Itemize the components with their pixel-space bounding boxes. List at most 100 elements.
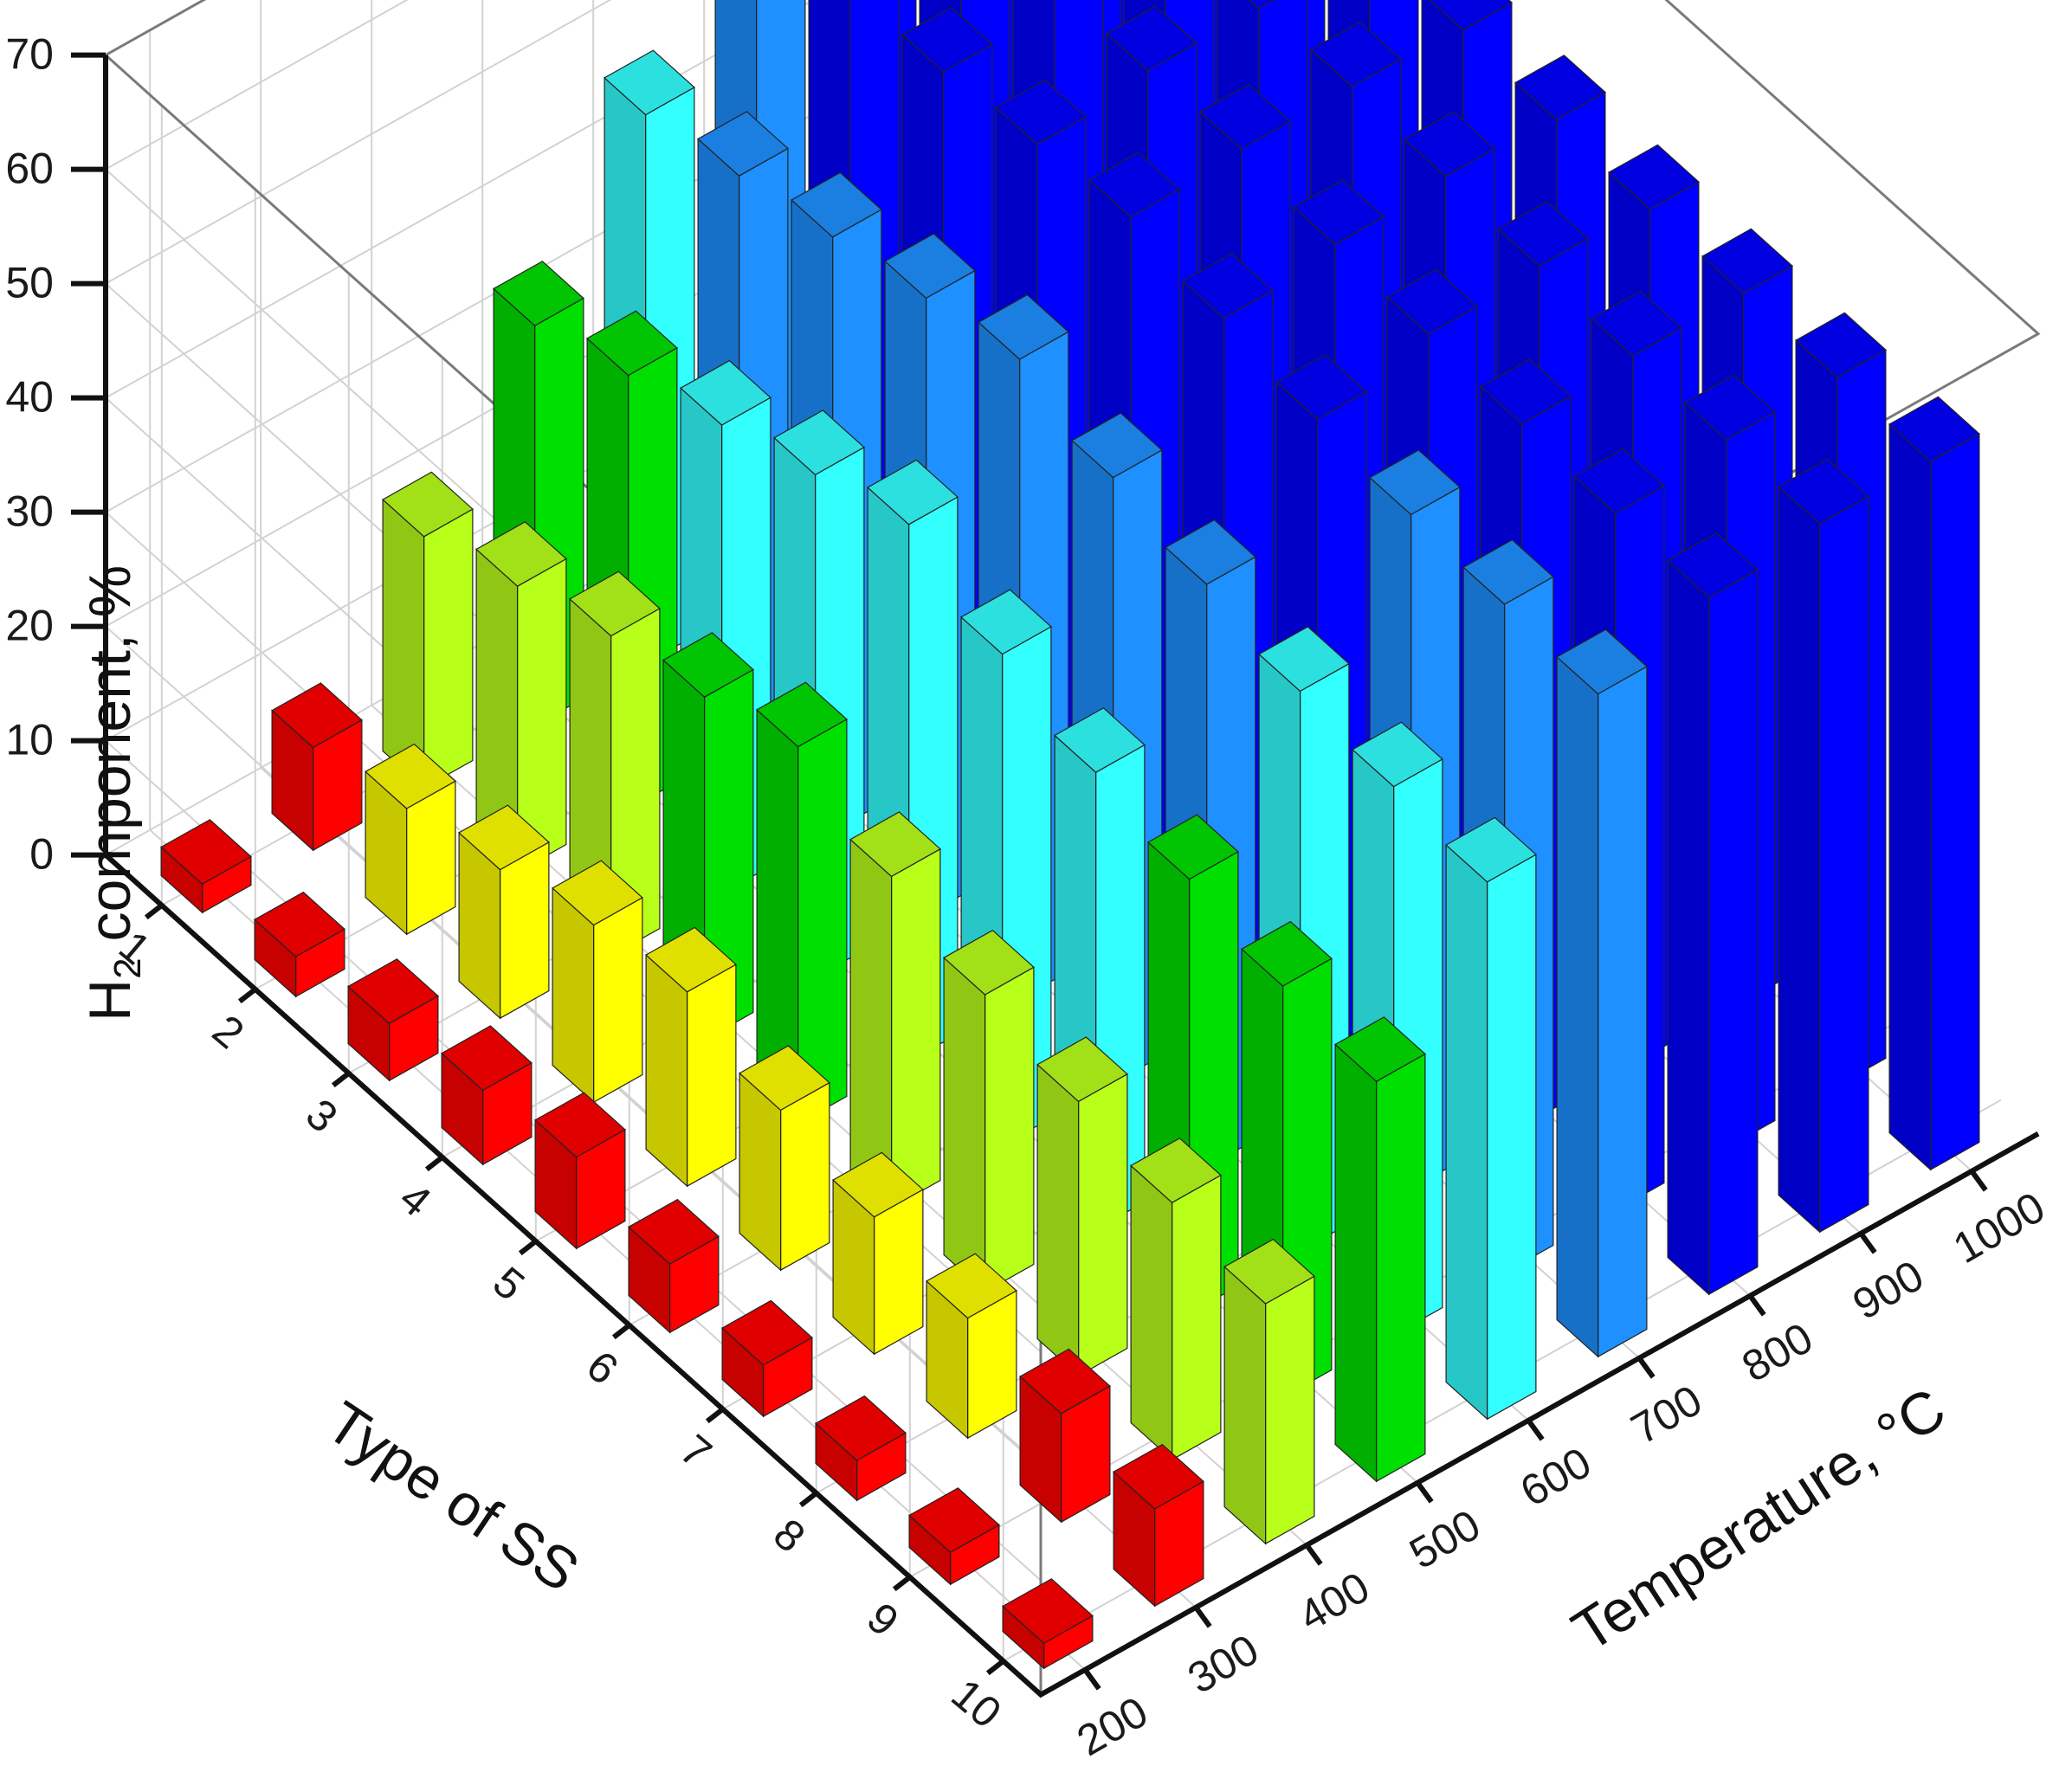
bar — [1223, 1238, 1315, 1545]
bar-face-side — [645, 953, 688, 1188]
bar-face-front — [1375, 1053, 1426, 1483]
bar-face-top — [441, 1025, 533, 1092]
bar — [534, 1092, 626, 1250]
bar-face-top — [1130, 1138, 1222, 1203]
bar — [832, 1151, 924, 1356]
z-tick-label: 40 — [5, 373, 54, 422]
bar-face-side — [1445, 843, 1488, 1421]
y-axis-title: Temperature, °C — [1561, 1376, 1957, 1665]
bar-face-top — [1258, 626, 1350, 693]
bar-face-top — [978, 293, 1069, 360]
bar-face-top — [628, 1198, 720, 1265]
bar-face-top — [1480, 358, 1572, 425]
y-tick-mark — [1969, 1170, 1988, 1192]
bar-face-top — [815, 1395, 907, 1461]
bar-face-top — [1241, 920, 1333, 987]
y-tick-mark — [1858, 1232, 1877, 1254]
bar-face-front — [873, 1189, 924, 1356]
bar-face-top — [1667, 532, 1759, 598]
x-tick-label: 3 — [297, 1089, 346, 1142]
x-tick-label: 4 — [391, 1173, 440, 1226]
bar-face-top — [1462, 538, 1554, 605]
bar-face-top — [604, 49, 695, 116]
bar-face-top — [1386, 268, 1478, 335]
x-tick-mark — [144, 903, 164, 920]
bar-face-top — [1514, 55, 1606, 120]
z-tick-label: 20 — [5, 602, 54, 650]
z-tick-label: 30 — [5, 487, 54, 536]
y-tick-mark — [1304, 1544, 1323, 1566]
bar-face-side — [943, 956, 986, 1293]
x-axis-title: Type of SS — [315, 1389, 591, 1604]
bar-face-top — [1429, 0, 1513, 31]
bar-face-top — [347, 958, 439, 1024]
bar-face-front — [1486, 854, 1537, 1421]
bar-face-top — [1088, 151, 1180, 218]
y-tick-label: 600 — [1513, 1438, 1599, 1516]
bar-face-top — [1684, 374, 1776, 441]
bar — [645, 926, 737, 1188]
bar — [756, 681, 848, 1125]
bar-face-top — [1182, 253, 1274, 319]
z-axis-title-prefix: H — [77, 979, 143, 1022]
bar — [1002, 1578, 1094, 1670]
bar-face-top — [645, 926, 737, 993]
bar — [1667, 532, 1759, 1296]
bar — [739, 1045, 830, 1272]
bar — [721, 1299, 813, 1418]
bar-face-top — [475, 521, 567, 587]
bar-face-side — [1778, 485, 1821, 1234]
x-tick-label: 10 — [942, 1669, 1010, 1737]
x-tick-mark — [892, 1575, 912, 1592]
y-tick-label: 300 — [1180, 1625, 1267, 1703]
z-tick-label: 60 — [5, 145, 54, 193]
bar-face-top — [586, 310, 678, 377]
bar-face-top — [534, 1092, 626, 1158]
bar-face-top — [995, 79, 1087, 145]
y-tick-label: 1000 — [1946, 1183, 2053, 1273]
bar-face-top — [791, 171, 882, 238]
bar — [1556, 628, 1648, 1358]
bar-face-top — [908, 1487, 1000, 1553]
bar — [1130, 1138, 1222, 1461]
bar-face-front — [1171, 1174, 1222, 1461]
bar-face-top — [1573, 448, 1665, 514]
bar — [1888, 396, 1980, 1171]
x-tick-mark — [705, 1407, 725, 1424]
bar — [1036, 1036, 1128, 1377]
bar-face-top — [1795, 312, 1887, 378]
bar-face-top — [365, 743, 456, 809]
y-tick-label: 900 — [1845, 1251, 1932, 1329]
floor-axes — [103, 853, 2040, 1698]
z-tick-label: 50 — [5, 259, 54, 307]
bar-face-front — [1077, 1073, 1128, 1377]
bar-face-front — [1264, 1275, 1315, 1545]
y-tick-label: 200 — [1069, 1687, 1156, 1765]
x-tick-mark — [985, 1659, 1005, 1676]
bar — [458, 804, 550, 1020]
bar-face-top — [901, 6, 993, 73]
bar-face-top — [1352, 721, 1443, 788]
bar-face-top — [1036, 1036, 1128, 1103]
x-tick-mark — [518, 1239, 538, 1256]
x-tick-mark — [611, 1323, 631, 1340]
bar-face-top — [1888, 396, 1980, 462]
bar-face-top — [960, 589, 1052, 655]
bar-face-top — [1019, 1348, 1111, 1415]
z-axis-title: H2 component, % — [77, 565, 149, 1022]
bar-face-front — [1707, 569, 1759, 1296]
bar-face-top — [569, 570, 661, 637]
bar-face-top — [832, 1151, 924, 1218]
bar-face-top — [254, 891, 345, 957]
bar — [628, 1198, 720, 1334]
bar — [382, 471, 474, 790]
bar-face-top — [1445, 816, 1537, 883]
bar — [1113, 1443, 1204, 1608]
x-tick-label: 7 — [671, 1425, 720, 1478]
bar-face-top — [1608, 144, 1700, 210]
bar-face-top — [382, 471, 474, 538]
bar-face-top — [1249, 0, 1275, 10]
y-tick-mark — [1747, 1294, 1766, 1317]
bar-face-front — [779, 1081, 830, 1272]
